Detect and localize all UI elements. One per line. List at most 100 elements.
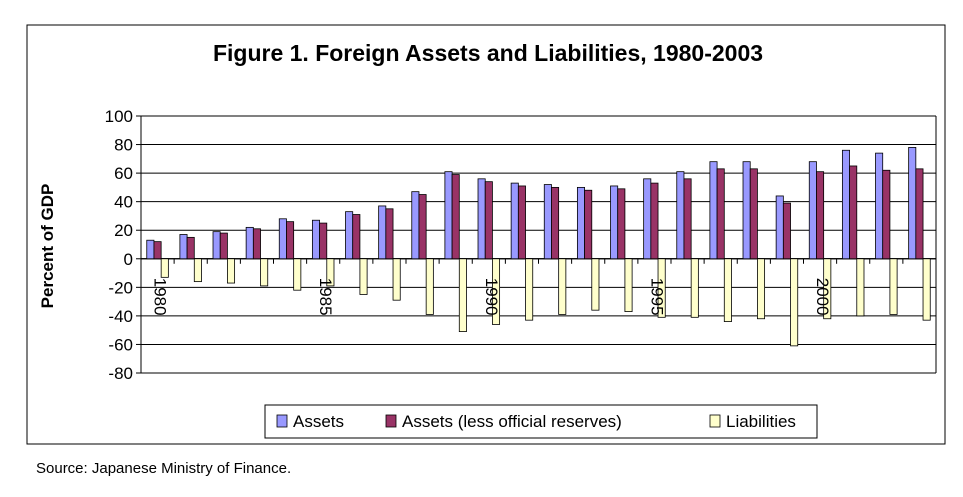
bar-liabilities-1986 — [359, 258, 368, 295]
y-tick-label: 60 — [114, 164, 133, 183]
y-tick-label: -40 — [108, 307, 133, 326]
legend-swatch-0 — [276, 414, 288, 428]
bar-assets-1996 — [676, 171, 685, 260]
bar-assets-1981 — [179, 234, 188, 260]
bar-liabilities-1983 — [260, 258, 269, 287]
bar-assets-1982 — [212, 231, 221, 260]
bar-assets-2002 — [875, 152, 884, 260]
bar-assets-less-official-reserves-1987 — [385, 208, 394, 260]
source-note: Source: Japanese Ministry of Finance. — [36, 460, 292, 477]
bar-assets-1983 — [245, 226, 254, 260]
bar-assets-1980 — [146, 239, 155, 260]
bar-assets-less-official-reserves-1993 — [584, 189, 593, 260]
bar-assets-less-official-reserves-1988 — [418, 194, 427, 260]
bar-liabilities-1987 — [392, 258, 401, 301]
bar-liabilities-1994 — [624, 258, 633, 313]
bar-assets-1994 — [610, 185, 619, 260]
bar-assets-1990 — [477, 178, 486, 260]
bar-assets-1985 — [311, 219, 320, 260]
y-tick-labels: -80 -60 -40 -20 0 20 40 60 80 100 — [105, 107, 133, 383]
bar-assets-1992 — [543, 184, 552, 260]
bar-assets-less-official-reserves-1986 — [352, 214, 361, 260]
x-tick-label-2000: 2000 — [813, 278, 832, 316]
legend-label-1: Assets (less official reserves) — [402, 412, 622, 431]
bar-assets-2000 — [808, 161, 817, 260]
bar-assets-less-official-reserves-1994 — [617, 188, 626, 260]
y-tick-label: 80 — [114, 136, 133, 155]
bar-assets-1991 — [510, 182, 519, 260]
bar-liabilities-1988 — [425, 258, 434, 315]
bar-assets-1989 — [444, 171, 453, 260]
bar-liabilities-1992 — [558, 258, 567, 315]
legend-label-0: Assets — [293, 412, 344, 431]
bar-assets-less-official-reserves-2001 — [849, 165, 858, 260]
bar-liabilities-2003 — [922, 258, 931, 321]
bar-assets-less-official-reserves-1998 — [749, 168, 758, 260]
bar-assets-2001 — [841, 149, 850, 260]
bar-assets-1995 — [643, 178, 652, 260]
bar-liabilities-1999 — [790, 258, 799, 347]
bar-assets-1993 — [576, 186, 585, 260]
bar-assets-less-official-reserves-1997 — [716, 168, 725, 260]
bar-assets-2003 — [908, 147, 917, 260]
bar-assets-less-official-reserves-1985 — [319, 222, 328, 260]
y-tick-label: 20 — [114, 221, 133, 240]
bar-assets-less-official-reserves-1982 — [219, 232, 228, 260]
gridlines — [136, 115, 937, 374]
bar-liabilities-2001 — [856, 258, 865, 317]
bar-assets-less-official-reserves-2003 — [915, 168, 924, 260]
y-tick-label: -20 — [108, 278, 133, 297]
bar-assets-1987 — [378, 205, 387, 260]
bar-liabilities-1997 — [723, 258, 732, 322]
bar-liabilities-1996 — [690, 258, 699, 318]
bars — [146, 147, 931, 347]
bar-liabilities-2002 — [889, 258, 898, 315]
y-tick-label: -80 — [108, 364, 133, 383]
bar-assets-1997 — [709, 161, 718, 260]
x-tick-label-1980: 1980 — [151, 278, 170, 316]
x-tick-labels: 1980 1985 1990 1995 2000 — [151, 278, 833, 316]
bar-assets-1988 — [411, 191, 420, 260]
bar-assets-less-official-reserves-1996 — [683, 178, 692, 260]
bar-assets-less-official-reserves-2000 — [816, 171, 825, 260]
x-tick-label-1990: 1990 — [482, 278, 501, 316]
bar-assets-less-official-reserves-1981 — [186, 236, 195, 260]
legend: Assets Assets (less official reserves) Lia… — [264, 404, 818, 439]
bar-liabilities-1995 — [657, 258, 666, 318]
bar-assets-less-official-reserves-1984 — [286, 221, 295, 260]
bar-assets-less-official-reserves-1990 — [484, 181, 493, 260]
x-tick-label-1985: 1985 — [316, 278, 335, 316]
bar-assets-1998 — [742, 161, 751, 260]
y-tick-label: 100 — [105, 107, 133, 126]
bar-assets-1999 — [775, 195, 784, 260]
bar-liabilities-1990 — [492, 258, 501, 325]
y-tick-label: -60 — [108, 335, 133, 354]
bar-assets-less-official-reserves-1991 — [517, 185, 526, 260]
y-tick-label: 0 — [124, 250, 133, 269]
legend-box — [264, 404, 818, 439]
bar-liabilities-1993 — [591, 258, 600, 311]
bar-liabilities-1998 — [757, 258, 766, 320]
bar-liabilities-1989 — [458, 258, 467, 332]
bar-assets-less-official-reserves-1983 — [252, 228, 261, 260]
bar-liabilities-1981 — [193, 258, 202, 283]
bar-assets-less-official-reserves-1980 — [153, 241, 162, 260]
bar-assets-less-official-reserves-1992 — [551, 186, 560, 260]
bar-assets-1986 — [345, 211, 354, 260]
y-tick-label: 40 — [114, 193, 133, 212]
chart-title: Figure 1. Foreign Assets and Liabilities… — [213, 40, 763, 66]
bar-liabilities-1985 — [326, 258, 335, 287]
bar-assets-1984 — [278, 218, 287, 260]
bar-liabilities-1982 — [227, 258, 236, 284]
y-axis-label: Percent of GDP — [38, 184, 57, 309]
legend-swatch-1 — [385, 414, 397, 428]
x-tick-label-1995: 1995 — [647, 278, 666, 316]
bar-liabilities-2000 — [823, 258, 832, 320]
bar-liabilities-1984 — [293, 258, 302, 291]
bar-assets-less-official-reserves-1995 — [650, 182, 659, 260]
bar-assets-less-official-reserves-1999 — [782, 202, 791, 260]
bar-assets-less-official-reserves-2002 — [882, 169, 891, 260]
bar-liabilities-1991 — [525, 258, 534, 321]
legend-swatch-2 — [709, 414, 721, 428]
